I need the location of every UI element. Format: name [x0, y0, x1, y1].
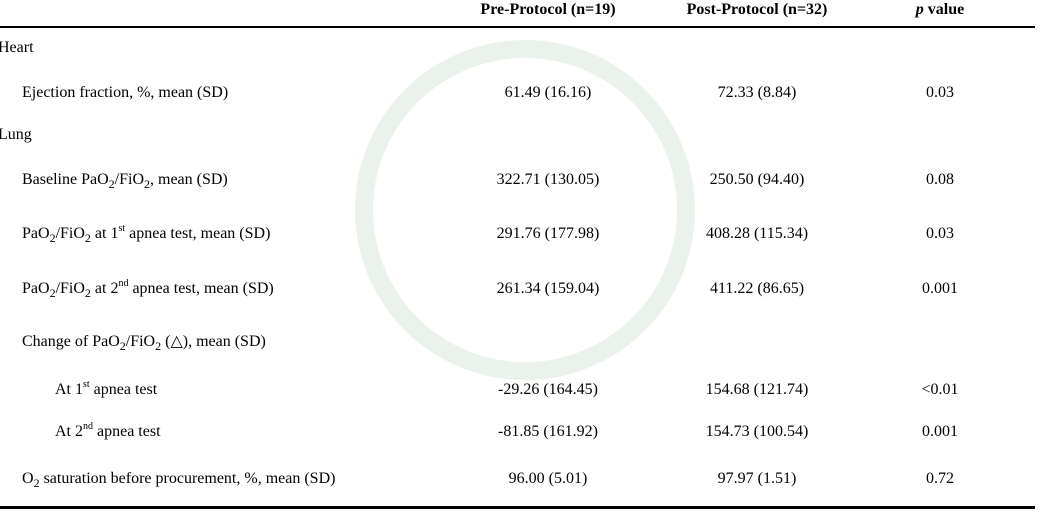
table-row: Ejection fraction, %, mean (SD) 61.49 (1…: [0, 81, 1050, 105]
subscript: 2: [49, 231, 56, 245]
header-text: value: [923, 1, 965, 18]
header-text: p: [915, 1, 924, 18]
subscript: 2: [144, 177, 150, 191]
text: at 1: [90, 225, 119, 242]
superscript: st: [118, 223, 126, 234]
row-label: Baseline PaO2/FiO2, mean (SD): [22, 168, 228, 192]
section-label: Lung: [0, 126, 32, 143]
row-label: Change of PaO2/FiO2 (△), mean (SD): [22, 330, 266, 354]
superscript: nd: [83, 421, 93, 432]
text: at 2: [90, 280, 119, 297]
subscript: 2: [33, 476, 40, 490]
header-cell: p value: [860, 0, 1020, 22]
header-row: Pre-Protocol (n=19) Post-Protocol (n=32)…: [0, 0, 1050, 22]
bottom-rule: [0, 506, 1035, 509]
subscript: 2: [108, 177, 115, 191]
text: O: [22, 470, 34, 487]
text: PaO: [22, 280, 50, 297]
text: apnea test: [89, 381, 158, 398]
header-cell: Post-Protocol (n=32): [686, 1, 828, 18]
table-row: PaO2/FiO2 at 1st apnea test, mean (SD) 2…: [0, 222, 1050, 246]
header-cell: Pre-Protocol (n=19): [480, 1, 616, 18]
text: /FiO: [114, 171, 144, 188]
text: /FiO: [55, 280, 85, 297]
text: PaO: [22, 225, 50, 242]
cell: -81.85 (161.92): [498, 423, 598, 440]
text: apnea test, mean (SD): [125, 225, 271, 242]
subscript: 2: [84, 286, 91, 300]
text: saturation before procurement, %, mean (…: [39, 470, 336, 487]
table-row: O2 saturation before procurement, %, mea…: [0, 467, 1050, 491]
cell: 96.00 (5.01): [508, 470, 588, 487]
cell: 0.03: [926, 225, 954, 242]
row-label: At 2nd apnea test: [55, 420, 161, 444]
cell: -29.26 (164.45): [498, 381, 598, 398]
cell: 0.03: [926, 84, 954, 101]
text: /FiO: [125, 333, 156, 350]
section-row: Heart: [0, 36, 1050, 60]
subscript: 2: [49, 286, 56, 300]
subscript: 2: [119, 339, 126, 353]
section-label: Heart: [0, 39, 34, 56]
text: At 1: [55, 381, 83, 398]
text: Change of PaO: [22, 333, 120, 350]
row-label: PaO2/FiO2 at 2nd apnea test, mean (SD): [22, 277, 274, 301]
cell: 0.001: [922, 423, 958, 440]
cell: 0.08: [926, 171, 954, 188]
table-row: PaO2/FiO2 at 2nd apnea test, mean (SD) 2…: [0, 277, 1050, 301]
subscript: 2: [155, 339, 162, 353]
text: , mean (SD): [150, 171, 228, 188]
superscript: nd: [118, 278, 129, 289]
cell: 72.33 (8.84): [717, 84, 797, 101]
cell: <0.01: [921, 381, 959, 398]
cell: 61.49 (16.16): [504, 84, 592, 101]
cell: 291.76 (177.98): [496, 225, 600, 242]
subscript: 2: [84, 231, 91, 245]
text: apnea test, mean (SD): [128, 280, 274, 297]
cell: 154.68 (121.74): [705, 381, 809, 398]
superscript: st: [83, 379, 90, 390]
cell: 97.97 (1.51): [717, 470, 797, 487]
cell: 0.001: [922, 280, 958, 297]
row-label: O2 saturation before procurement, %, mea…: [22, 467, 335, 491]
cell: 250.50 (94.40): [709, 171, 805, 188]
table-row: At 2nd apnea test -81.85 (161.92) 154.73…: [0, 420, 1050, 444]
top-rule: [0, 26, 1035, 28]
text: At 2: [55, 423, 83, 440]
cell: 154.73 (100.54): [705, 423, 809, 440]
section-row: Lung: [0, 123, 1050, 147]
cell: 261.34 (159.04): [496, 280, 600, 297]
text: Baseline PaO: [22, 171, 109, 188]
table-row: Change of PaO2/FiO2 (△), mean (SD): [0, 330, 1050, 354]
cell: 408.28 (115.34): [705, 225, 809, 242]
cell: 411.22 (86.65): [709, 280, 805, 297]
cell: 0.72: [926, 470, 954, 487]
row-label: Ejection fraction, %, mean (SD): [22, 84, 229, 101]
text: (△), mean (SD): [161, 333, 266, 350]
text: /FiO: [55, 225, 85, 242]
cell: 322.71 (130.05): [496, 171, 600, 188]
table-row: At 1st apnea test -29.26 (164.45) 154.68…: [0, 378, 1050, 402]
table-row: Baseline PaO2/FiO2, mean (SD) 322.71 (13…: [0, 168, 1050, 192]
row-label: PaO2/FiO2 at 1st apnea test, mean (SD): [22, 222, 270, 246]
text: apnea test: [93, 423, 161, 440]
row-label: At 1st apnea test: [55, 378, 157, 402]
